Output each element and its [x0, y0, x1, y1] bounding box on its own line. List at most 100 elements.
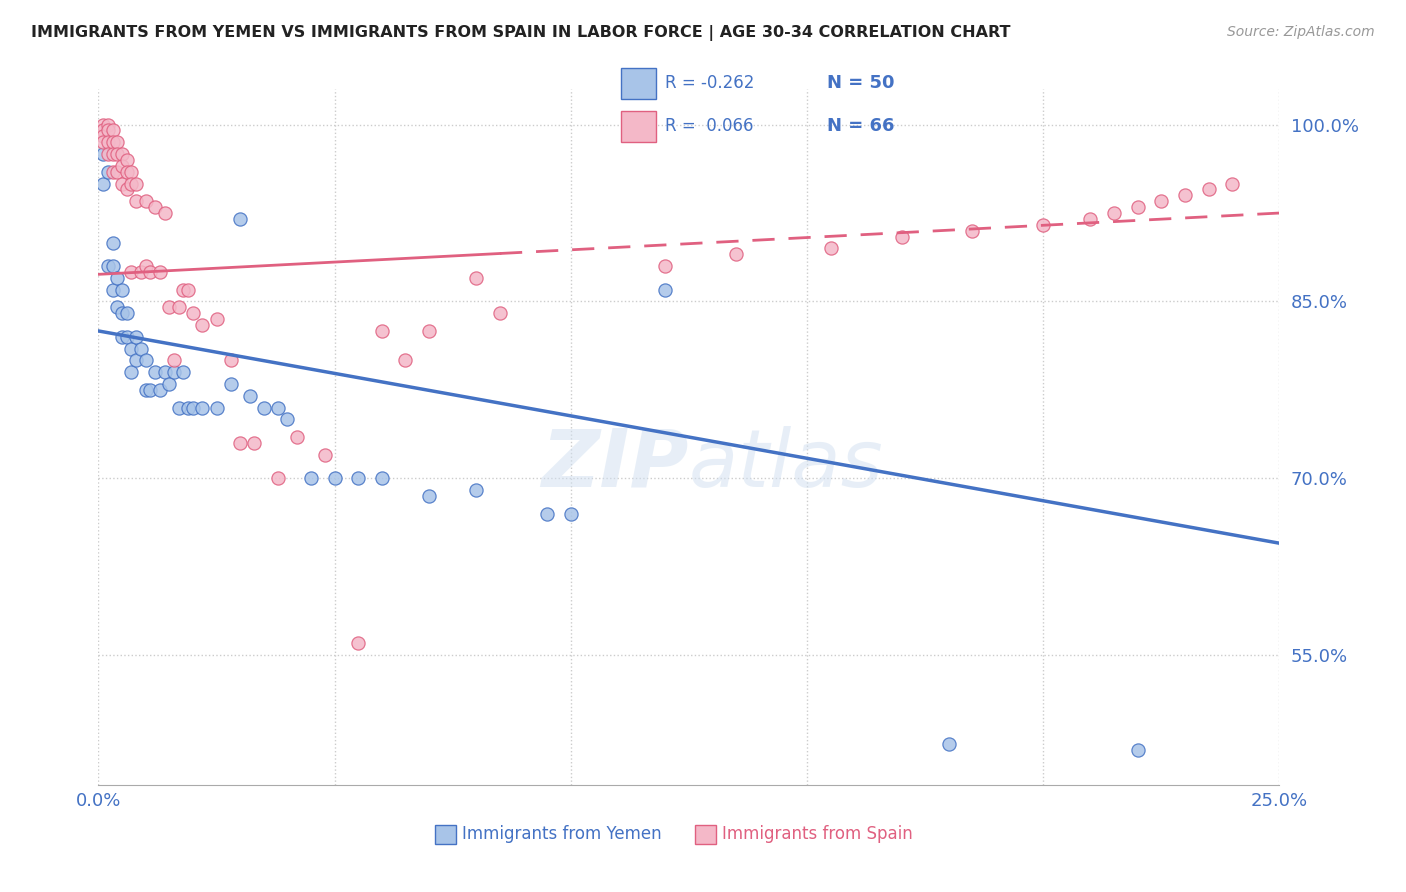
Point: [253, 401, 276, 415]
Point: [820, 241, 842, 255]
Point: [91, 177, 114, 191]
Point: [91, 129, 114, 144]
Point: [125, 194, 148, 209]
Point: [205, 312, 228, 326]
Point: [153, 206, 176, 220]
Point: [149, 265, 172, 279]
Point: [97, 147, 120, 161]
Text: IMMIGRANTS FROM YEMEN VS IMMIGRANTS FROM SPAIN IN LABOR FORCE | AGE 30-34 CORREL: IMMIGRANTS FROM YEMEN VS IMMIGRANTS FROM…: [31, 25, 1011, 41]
Point: [938, 737, 960, 751]
Point: [111, 159, 134, 173]
Text: ZIP: ZIP: [541, 425, 689, 504]
Point: [219, 377, 242, 392]
Point: [323, 471, 346, 485]
Point: [172, 365, 194, 379]
Point: [111, 147, 134, 161]
Point: [143, 200, 166, 214]
Point: [654, 283, 676, 297]
Point: [139, 265, 162, 279]
Point: [167, 401, 190, 415]
Point: [97, 135, 120, 149]
Point: [1032, 218, 1054, 232]
Point: [139, 383, 162, 397]
Text: N = 66: N = 66: [827, 118, 894, 136]
Point: [239, 389, 262, 403]
Point: [101, 259, 124, 273]
Point: [229, 211, 252, 226]
Point: [115, 182, 138, 196]
Point: [125, 353, 148, 368]
Point: [91, 118, 114, 132]
Point: [1174, 188, 1197, 202]
Point: [111, 177, 134, 191]
Point: [125, 177, 148, 191]
Point: [314, 448, 336, 462]
Text: N = 50: N = 50: [827, 74, 894, 92]
Point: [347, 471, 370, 485]
Point: [177, 283, 200, 297]
Point: [111, 306, 134, 320]
Point: [105, 135, 128, 149]
Point: [276, 412, 298, 426]
Point: [157, 301, 180, 315]
Point: [115, 165, 138, 179]
Point: [418, 489, 440, 503]
Point: [105, 165, 128, 179]
Point: [101, 165, 124, 179]
Point: [121, 165, 143, 179]
Point: [347, 636, 370, 650]
Point: [1080, 211, 1102, 226]
Point: [191, 401, 214, 415]
Point: [129, 265, 152, 279]
Point: [536, 507, 558, 521]
Point: [654, 259, 676, 273]
Point: [135, 383, 157, 397]
Point: [172, 283, 194, 297]
Point: [101, 235, 124, 250]
Point: [135, 194, 157, 209]
Point: [219, 353, 242, 368]
Text: Immigrants from Yemen: Immigrants from Yemen: [463, 825, 662, 843]
Point: [418, 324, 440, 338]
Point: [229, 436, 252, 450]
Point: [1198, 182, 1220, 196]
Point: [167, 301, 190, 315]
Point: [1102, 206, 1125, 220]
Point: [111, 283, 134, 297]
Point: [125, 330, 148, 344]
Point: [135, 353, 157, 368]
Point: [177, 401, 200, 415]
Point: [465, 271, 488, 285]
Point: [371, 324, 394, 338]
Bar: [695, 824, 716, 844]
Point: [105, 147, 128, 161]
Point: [115, 306, 138, 320]
Point: [129, 342, 152, 356]
Point: [121, 342, 143, 356]
Point: [1150, 194, 1173, 209]
Point: [181, 401, 204, 415]
Point: [121, 365, 143, 379]
Point: [101, 283, 124, 297]
Point: [121, 177, 143, 191]
Point: [1220, 177, 1243, 191]
Point: [97, 259, 120, 273]
Point: [465, 483, 488, 497]
Point: [1126, 200, 1149, 214]
Point: [890, 229, 912, 244]
Point: [157, 377, 180, 392]
Bar: [434, 824, 457, 844]
Point: [135, 259, 157, 273]
Text: R =  0.066: R = 0.066: [665, 118, 754, 136]
Point: [560, 507, 582, 521]
Point: [91, 123, 114, 137]
Text: R = -0.262: R = -0.262: [665, 74, 755, 92]
Point: [121, 265, 143, 279]
Point: [163, 365, 186, 379]
Point: [725, 247, 748, 261]
Point: [163, 353, 186, 368]
Point: [149, 383, 172, 397]
Point: [191, 318, 214, 332]
Point: [267, 471, 290, 485]
Bar: [621, 111, 655, 142]
